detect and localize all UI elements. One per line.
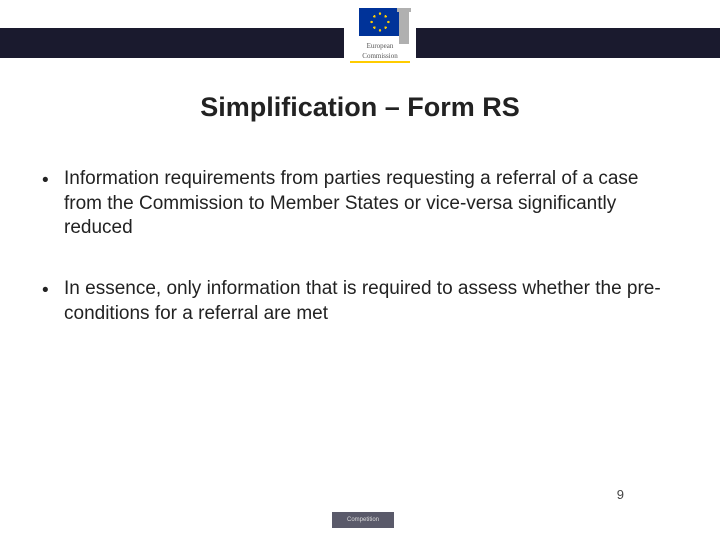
bullet-text: Information requirements from parties re… [64,167,678,241]
logo-text-line2: Commission [344,53,416,61]
bullet-dot-icon: • [42,277,64,326]
pillar-icon [399,8,409,44]
bullet-item: • In essence, only information that is r… [42,277,678,326]
footer-badge: Competition [332,512,394,528]
bullet-item: • Information requirements from parties … [42,167,678,241]
content-area: • Information requirements from parties … [42,167,678,326]
header-bar: European Commission [0,0,720,72]
bullet-dot-icon: • [42,167,64,241]
eu-flag-icon [359,8,401,36]
logo-underline [350,61,410,63]
slide-title: Simplification – Form RS [0,92,720,123]
ec-logo: European Commission [344,6,416,76]
page-number: 9 [617,487,624,502]
logo-text-line1: European [344,43,416,51]
bullet-text: In essence, only information that is req… [64,277,678,326]
